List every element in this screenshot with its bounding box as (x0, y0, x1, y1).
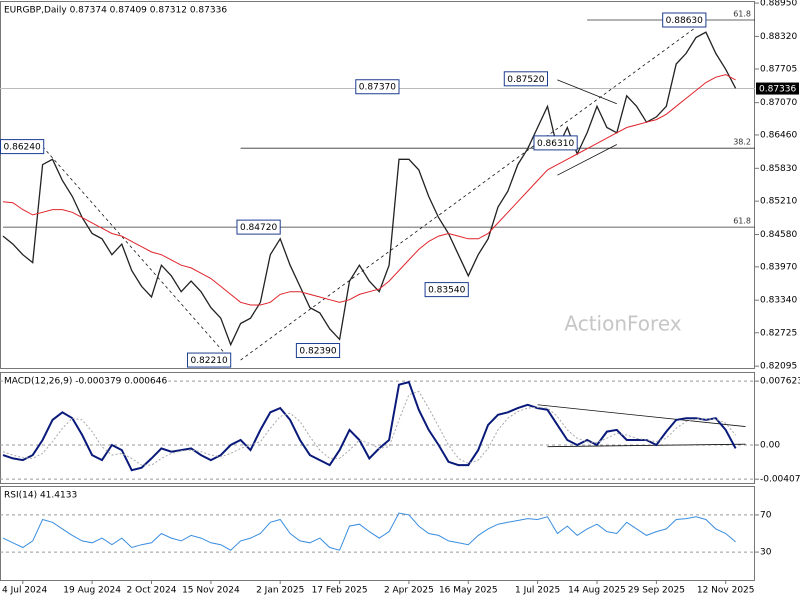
y-tick-label: 0.82725 (760, 328, 797, 338)
series-line (2, 380, 737, 472)
current-price-box (756, 82, 799, 95)
y-tick-label: 0.82095 (760, 362, 797, 372)
price-panel (0, 1, 755, 369)
price-label-box (424, 282, 469, 298)
price-label: 0.84720 (240, 223, 277, 233)
x-tick-label: 14 Aug 2025 (568, 586, 626, 596)
price-label-box (533, 135, 578, 151)
panel-title: EURGBP,Daily 0.87374 0.87409 0.87312 0.8… (4, 6, 227, 16)
price-label-box (295, 343, 341, 359)
trendline (42, 146, 232, 361)
x-tick-label: 17 Feb 2025 (312, 586, 368, 596)
price-label: 0.86240 (4, 143, 41, 153)
trendline (537, 404, 746, 427)
x-tick-label: 2 Apr 2025 (384, 586, 434, 596)
panel-title-bg (3, 376, 169, 387)
series-line (2, 31, 737, 347)
panel-title: RSI(14) 41.4133 (4, 491, 77, 501)
panel-title-bg (3, 490, 79, 501)
x-tick-label: 19 Aug 2024 (63, 586, 121, 596)
y-tick-label: 0.00 (760, 441, 780, 451)
y-tick-label: 0.86460 (760, 130, 797, 140)
x-tick-label: 29 Sep 2025 (628, 586, 685, 596)
x-tick-label: 12 Nov 2025 (697, 586, 755, 596)
watermark: ActionForex (564, 312, 681, 336)
y-tick-label: 30 (760, 548, 772, 558)
price-label: 0.87370 (359, 83, 396, 93)
y-tick-label: 0.87070 (760, 98, 797, 108)
panel-title: MACD(12,26,9) -0.000379 0.000646 (4, 377, 167, 387)
fib-label: 38.2 (733, 138, 751, 147)
price-label: 0.88630 (666, 16, 703, 26)
fib-label: 61.8 (733, 10, 751, 19)
y-tick-label: 0.85210 (760, 197, 797, 207)
fib-label: 61.8 (733, 217, 751, 226)
trendline (557, 79, 617, 105)
y-tick-label: 0.88320 (760, 32, 797, 42)
y-tick-label: -0.004073 (760, 475, 800, 485)
y-tick-label: 0.007623 (760, 377, 800, 387)
y-tick-label: 0.87705 (760, 65, 797, 75)
price-label-box (186, 352, 232, 368)
trendline (547, 443, 746, 448)
price-label: 0.82390 (299, 347, 336, 357)
price-label: 0.87520 (507, 75, 544, 85)
trendline (557, 144, 617, 176)
series-line (2, 512, 736, 551)
x-tick-label: 2 Oct 2024 (127, 586, 177, 596)
series-line (2, 390, 736, 466)
series-line (2, 74, 736, 306)
y-tick-label: 70 (760, 510, 772, 520)
x-tick-label: 4 Jul 2024 (2, 586, 47, 596)
price-label-box (355, 79, 400, 95)
price-label: 0.83540 (428, 286, 465, 296)
price-label-box (662, 12, 707, 28)
y-tick-label: 0.84580 (760, 230, 797, 240)
panel-title-bg (3, 5, 229, 16)
y-tick-label: 0.85830 (760, 164, 797, 174)
price-label-box (0, 139, 45, 155)
price-label: 0.86310 (537, 139, 574, 149)
current-price-label: 0.87336 (759, 85, 796, 95)
price-label: 0.82210 (190, 356, 227, 366)
y-tick-label: 0.83970 (760, 262, 797, 272)
y-tick-label: 0.83340 (760, 296, 797, 306)
macd-panel (0, 372, 755, 484)
trendline (240, 19, 707, 361)
rsi-panel (0, 486, 755, 581)
price-label-box (236, 219, 281, 235)
x-tick-label: 1 Jul 2025 (515, 586, 560, 596)
y-tick-label: 0.88950 (760, 0, 797, 9)
x-tick-label: 15 Nov 2024 (182, 586, 240, 596)
price-label-box (503, 71, 548, 87)
x-tick-label: 2 Jan 2025 (256, 586, 304, 596)
x-tick-label: 16 May 2025 (439, 586, 498, 596)
